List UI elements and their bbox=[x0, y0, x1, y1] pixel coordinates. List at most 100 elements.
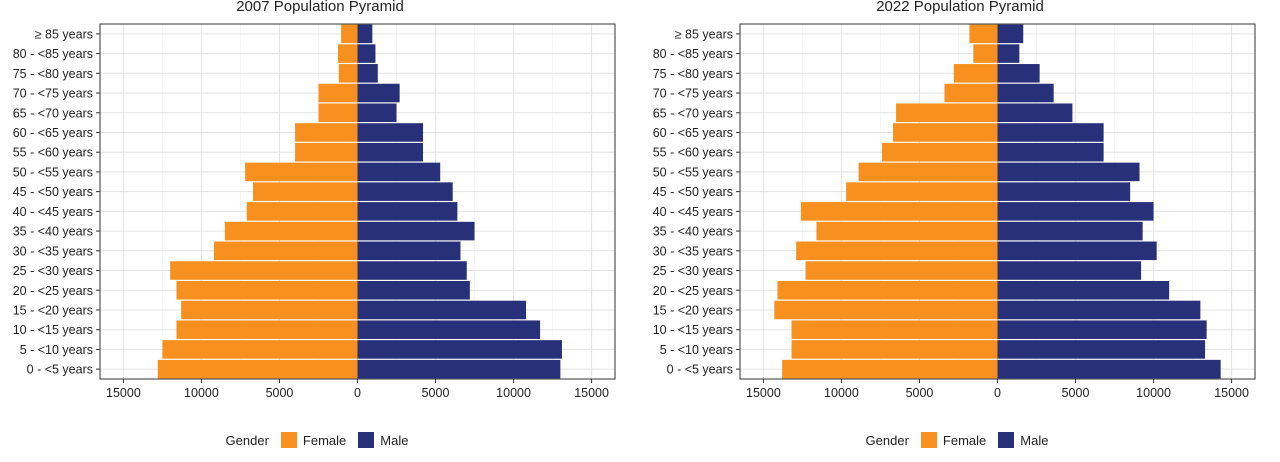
bar-female bbox=[796, 241, 998, 261]
y-tick-label: 70 - <75 years bbox=[653, 87, 733, 101]
bar-male bbox=[997, 241, 1157, 261]
bar-male bbox=[997, 64, 1040, 83]
bar-male bbox=[357, 261, 467, 280]
x-tick-label: 10000 bbox=[1136, 386, 1171, 400]
legend-label-female: Female bbox=[942, 432, 987, 448]
bar-female bbox=[176, 320, 358, 339]
x-tick-label: 10000 bbox=[824, 386, 859, 400]
legend-label-male: Male bbox=[1020, 432, 1049, 448]
chart-panel-2007: 2007 Population Pyramid 0 - <5 years 5 - … bbox=[0, 0, 640, 448]
y-tick-label: 55 - <60 years bbox=[653, 146, 733, 160]
bar-male bbox=[357, 24, 373, 44]
bar-male bbox=[997, 359, 1221, 379]
bar-female bbox=[777, 280, 998, 300]
bar-male bbox=[997, 162, 1140, 182]
y-tick-label: 45 - <50 years bbox=[653, 185, 733, 199]
y-tick-label: 35 - <40 years bbox=[13, 225, 93, 239]
y-tick-label: 15 - <20 years bbox=[13, 303, 93, 317]
y-tick-label: 60 - <65 years bbox=[13, 126, 93, 140]
legend-item-female: Female bbox=[920, 432, 987, 448]
bar-male bbox=[357, 103, 397, 123]
bar-male bbox=[997, 44, 1020, 63]
y-tick-label: 40 - <45 years bbox=[653, 205, 733, 219]
y-tick-label: 30 - <35 years bbox=[13, 244, 93, 258]
bar-male bbox=[997, 83, 1054, 103]
y-tick-label: 10 - <15 years bbox=[13, 323, 93, 337]
legend-item-female: Female bbox=[280, 432, 347, 448]
bar-female bbox=[944, 83, 998, 103]
bar-female bbox=[162, 340, 358, 359]
legend: Gender Female Male bbox=[0, 432, 640, 448]
y-tick-label: ≥ 85 years bbox=[675, 27, 733, 41]
bar-male bbox=[357, 182, 453, 201]
bar-female bbox=[245, 162, 358, 182]
y-tick-label: 15 - <20 years bbox=[653, 303, 733, 317]
y-tick-label: 50 - <55 years bbox=[653, 165, 733, 179]
y-tick-label: 75 - <80 years bbox=[13, 67, 93, 81]
y-tick-label: 0 - <5 years bbox=[27, 363, 93, 377]
y-tick-label: 30 - <35 years bbox=[653, 244, 733, 258]
x-tick-label: 15000 bbox=[106, 386, 141, 400]
y-tick-label: 70 - <75 years bbox=[13, 87, 93, 101]
y-tick-label: 80 - <85 years bbox=[653, 47, 733, 61]
bar-male bbox=[357, 300, 527, 320]
bar-female bbox=[213, 241, 358, 261]
bar-male bbox=[357, 83, 400, 103]
pyramid-chart-2022: 0 - <5 years 5 - <10 years 10 - <15 years 1… bbox=[653, 23, 1256, 400]
bar-female bbox=[341, 24, 358, 44]
bar-female bbox=[791, 320, 998, 339]
bar-female bbox=[969, 24, 998, 44]
bar-male bbox=[357, 280, 470, 300]
legend-swatch-male bbox=[358, 432, 375, 448]
bar-female bbox=[295, 123, 358, 142]
bar-female bbox=[337, 44, 358, 63]
y-tick-label: ≥ 85 years bbox=[35, 27, 93, 41]
y-tick-label: 60 - <65 years bbox=[653, 126, 733, 140]
bar-male bbox=[997, 24, 1024, 44]
bar-male bbox=[357, 221, 475, 241]
bar-male bbox=[997, 280, 1170, 300]
bar-male bbox=[357, 142, 424, 162]
legend-swatch-female bbox=[920, 432, 937, 448]
bar-male bbox=[357, 320, 541, 339]
bar-female bbox=[295, 142, 358, 162]
bar-female bbox=[224, 221, 358, 241]
bar-male bbox=[997, 261, 1142, 280]
bar-female bbox=[858, 162, 998, 182]
bar-female bbox=[800, 202, 998, 221]
bar-male bbox=[997, 123, 1104, 142]
bar-male bbox=[357, 202, 458, 221]
y-tick-label: 5 - <10 years bbox=[20, 343, 93, 357]
x-tick-label: 5000 bbox=[906, 386, 934, 400]
bar-female bbox=[892, 123, 998, 142]
x-tick-label: 5000 bbox=[266, 386, 294, 400]
y-tick-label: 45 - <50 years bbox=[13, 185, 93, 199]
bar-male bbox=[357, 64, 378, 83]
legend-item-male: Male bbox=[998, 432, 1048, 448]
bar-female bbox=[953, 64, 998, 83]
x-tick-label: 15000 bbox=[1214, 386, 1249, 400]
bar-male bbox=[357, 241, 461, 261]
legend-label-female: Female bbox=[302, 432, 347, 448]
bar-female bbox=[896, 103, 998, 123]
legend-swatch-female bbox=[280, 432, 297, 448]
y-tick-label: 5 - <10 years bbox=[660, 343, 733, 357]
bar-female bbox=[973, 44, 998, 63]
bar-female bbox=[846, 182, 998, 201]
legend-item-male: Male bbox=[358, 432, 408, 448]
legend: Gender Female Male bbox=[640, 432, 1280, 448]
bar-female bbox=[774, 300, 998, 320]
legend-swatch-male bbox=[998, 432, 1015, 448]
y-tick-label: 40 - <45 years bbox=[13, 205, 93, 219]
bar-male bbox=[997, 103, 1073, 123]
y-tick-label: 35 - <40 years bbox=[653, 225, 733, 239]
bar-male bbox=[997, 300, 1201, 320]
bar-female bbox=[805, 261, 998, 280]
bar-female bbox=[791, 340, 998, 359]
bar-female bbox=[882, 142, 998, 162]
bar-male bbox=[997, 340, 1206, 359]
x-tick-label: 10000 bbox=[184, 386, 219, 400]
y-tick-label: 80 - <85 years bbox=[13, 47, 93, 61]
bar-male bbox=[357, 44, 376, 63]
y-tick-label: 25 - <30 years bbox=[13, 264, 93, 278]
